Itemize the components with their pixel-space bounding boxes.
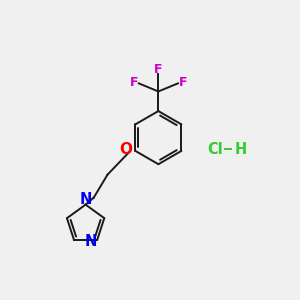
Text: N: N <box>85 234 97 249</box>
Text: N: N <box>80 192 92 207</box>
Text: O: O <box>119 142 132 157</box>
Text: F: F <box>179 76 187 89</box>
Text: H: H <box>234 142 247 157</box>
Text: F: F <box>129 76 138 89</box>
Text: Cl: Cl <box>207 142 223 157</box>
Text: F: F <box>154 64 163 76</box>
